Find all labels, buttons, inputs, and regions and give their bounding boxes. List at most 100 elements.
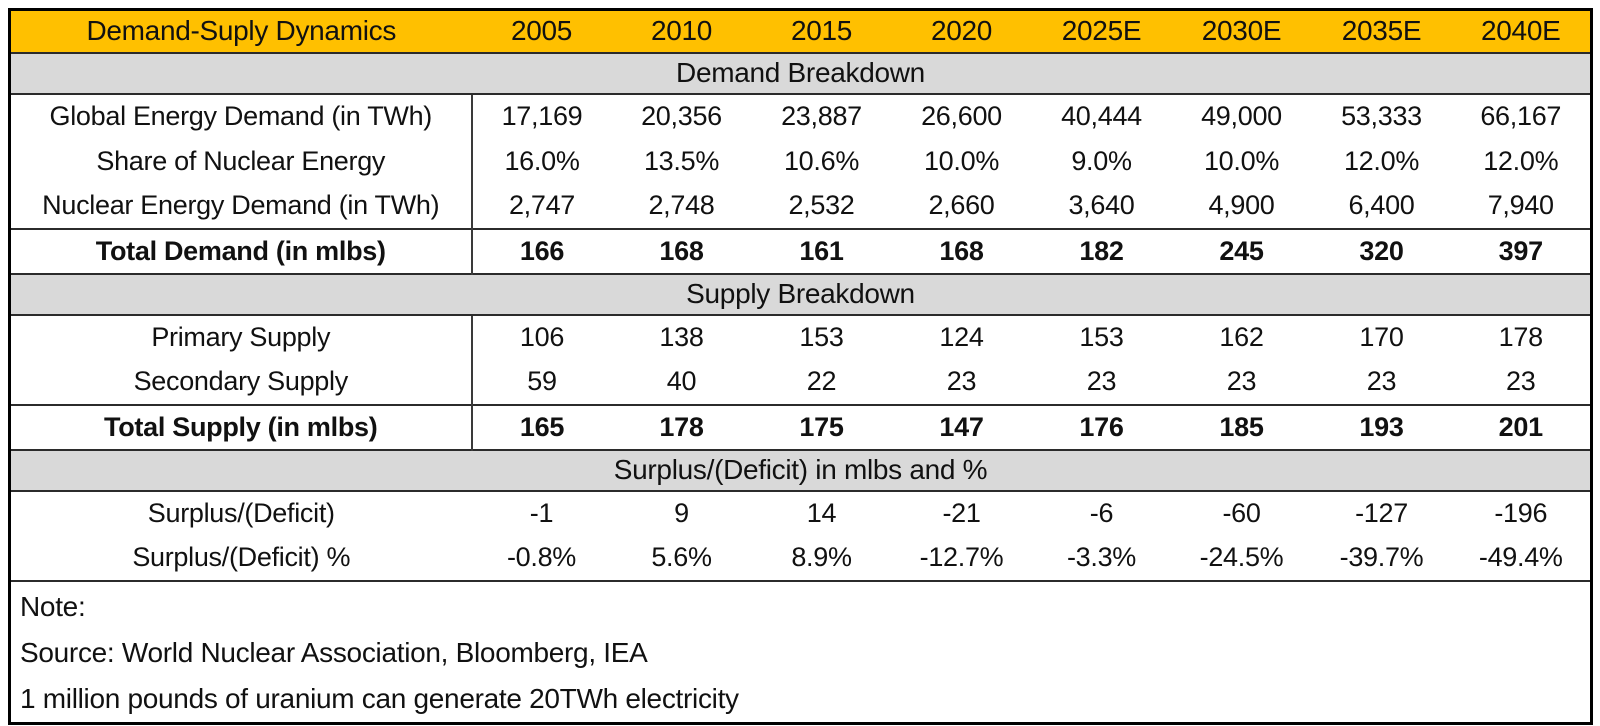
cell-value: 23 [1226,366,1257,396]
cell-value: 17,169 [501,101,583,131]
cell-value: 175 [751,403,892,450]
row-surplus-deficit-pct: Surplus/(Deficit) % -0.8% 5.6% 8.9% -12.… [10,536,1592,581]
year-header-2035e: 2035E [1311,9,1452,54]
section-row-supply: Supply Breakdown [9,272,1592,316]
cell-value: -24.5% [1199,542,1284,572]
cell-value: 185 [1171,403,1312,450]
cell-value: -49.4% [1478,542,1563,572]
cell-value: 161 [751,227,892,274]
cell-value: -21 [942,498,981,528]
cell-value: 2,747 [508,190,576,220]
cell-value: 10.0% [1203,145,1280,176]
row-label: Global Energy Demand (in TWh) [9,93,473,139]
cell-value: 59 [527,366,557,396]
cell-value: 8.9% [791,542,852,572]
note-line-2: Source: World Nuclear Association, Bloom… [20,636,648,668]
cell-value: 201 [1451,403,1592,450]
cell-value: 153 [1079,322,1124,352]
cell-value: 5.6% [651,542,712,572]
row-label: Secondary Supply [9,359,473,405]
row-label: Surplus/(Deficit) % [132,542,351,572]
cell-value: 12.0% [1483,145,1559,176]
year-header-2040e: 2040E [1451,9,1592,54]
row-global-energy-demand: Global Energy Demand (in TWh) 17,169 20,… [9,93,1592,139]
cell-value: 66,167 [1480,101,1562,131]
cell-value: 320 [1311,227,1452,274]
section-title-surplus: Surplus/(Deficit) in mlbs and % [9,448,1592,492]
row-secondary-supply: Secondary Supply 59 40 22 23 23 23 23 23 [9,359,1592,405]
cell-value: 6,400 [1348,190,1415,220]
cell-value: -0.8% [506,542,577,572]
cell-value: 178 [611,403,752,450]
cell-value: 49,000 [1201,101,1282,131]
row-label: Surplus/(Deficit) [147,498,335,528]
cell-value: 397 [1451,227,1592,274]
row-total-demand: Total Demand (in mlbs) 166 168 161 168 1… [9,227,1592,274]
cell-value: 124 [939,322,984,352]
row-share-of-nuclear: Share of Nuclear Energy 16.0% 13.5% 10.6… [9,138,1592,184]
cell-value: 14 [806,498,837,528]
cell-value: 23 [1366,366,1397,396]
cell-value: 3,640 [1068,190,1135,220]
row-label: Primary Supply [9,314,473,360]
cell-value: 193 [1311,403,1452,450]
cell-value: 168 [891,227,1032,274]
year-header-2025e: 2025E [1031,9,1172,54]
cell-value: 9.0% [1071,145,1132,176]
cell-value: 13.5% [643,145,720,176]
row-total-supply: Total Supply (in mlbs) 165 178 175 147 1… [9,403,1592,450]
cell-value: 12.0% [1343,145,1420,176]
cell-value: 165 [471,403,612,450]
cell-value: -3.3% [1066,542,1137,572]
cell-value: 166 [471,227,612,274]
cell-value: 168 [611,227,752,274]
cell-value: 245 [1171,227,1312,274]
section-row-demand: Demand Breakdown [9,51,1592,95]
row-label: Share of Nuclear Energy [9,138,473,184]
cell-value: -39.7% [1339,542,1424,572]
notes-cell: Note: Source: World Nuclear Association,… [9,579,1592,723]
cell-value: 40,444 [1061,101,1142,131]
cell-value: 23,887 [781,101,862,131]
row-nuclear-energy-demand: Nuclear Energy Demand (in TWh) 2,747 2,7… [9,183,1592,229]
row-label-total-demand: Total Demand (in mlbs) [9,227,473,274]
cell-value: 147 [891,403,1032,450]
cell-value: 138 [659,322,704,352]
row-label: Nuclear Energy Demand (in TWh) [9,183,473,229]
cell-value: 2,532 [788,190,855,220]
note-line-1: Note: [20,590,86,622]
cell-value: 40 [666,366,697,396]
table-title: Demand-Suply Dynamics [9,9,472,54]
header-row: Demand-Suply Dynamics 2005 2010 2015 202… [9,9,1592,54]
section-title-demand: Demand Breakdown [9,51,1592,95]
cell-value: 16.0% [504,145,580,176]
cell-value: -60 [1222,498,1261,528]
cell-value: 10.6% [783,145,860,176]
cell-value: 23 [946,366,977,396]
year-header-2030e: 2030E [1171,9,1312,54]
section-row-surplus: Surplus/(Deficit) in mlbs and % [9,448,1592,492]
cell-value: 176 [1031,403,1172,450]
cell-value: 170 [1359,322,1404,352]
cell-value: 7,940 [1487,190,1554,220]
cell-value: 182 [1031,227,1172,274]
cell-value: 22 [806,366,837,396]
cell-value: 23 [1086,366,1117,396]
cell-value: 23 [1506,366,1536,396]
cell-value: -127 [1355,498,1408,528]
cell-value: 2,660 [928,190,995,220]
note-line-3: 1 million pounds of uranium can generate… [20,682,739,714]
year-header-2015: 2015 [751,9,892,54]
row-surplus-deficit: Surplus/(Deficit) -1 9 14 -21 -6 -60 -12… [10,491,1592,536]
cell-value: 9 [674,498,689,528]
table-frame: Demand-Suply Dynamics 2005 2010 2015 202… [8,8,1593,725]
cell-value: 26,600 [921,101,1002,131]
cell-value: 53,333 [1341,101,1422,131]
row-primary-supply: Primary Supply 106 138 153 124 153 162 1… [9,314,1592,360]
cell-value: 4,900 [1208,190,1275,220]
demand-supply-table: Demand-Suply Dynamics 2005 2010 2015 202… [8,8,1593,725]
cell-value: 106 [519,322,565,352]
cell-value: 162 [1219,322,1264,352]
cell-value: 10.0% [923,145,1000,176]
year-header-2020: 2020 [891,9,1032,54]
